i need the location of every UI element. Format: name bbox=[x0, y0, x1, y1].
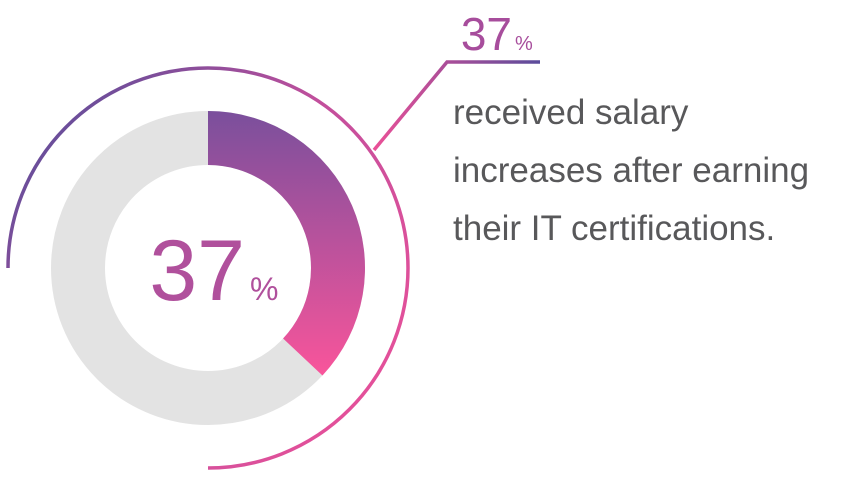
donut bbox=[51, 111, 365, 425]
center-value: 37 bbox=[149, 223, 245, 319]
headline-value: 37 bbox=[461, 8, 512, 60]
caption-line: increases after earning bbox=[453, 151, 809, 190]
leader-line bbox=[372, 60, 540, 152]
center-unit: % bbox=[250, 271, 278, 307]
outer-ring bbox=[6, 66, 410, 470]
donut-segment bbox=[208, 111, 365, 376]
headline-unit: % bbox=[515, 33, 533, 55]
caption-line: received salary bbox=[453, 93, 689, 132]
caption-line: their IT certifications. bbox=[453, 209, 775, 248]
